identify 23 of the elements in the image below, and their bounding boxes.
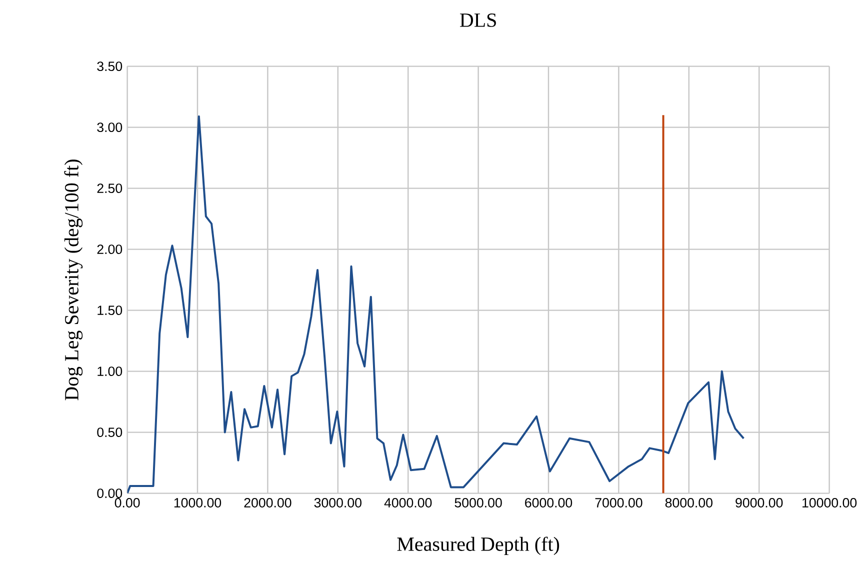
x-tick-label: 8000.00 [665, 498, 712, 508]
x-tick-label: 3000.00 [314, 498, 362, 508]
y-tick-label: 2.50 [97, 184, 122, 194]
x-tick-label: 5000.00 [454, 498, 502, 508]
x-tick-label: 7000.00 [595, 498, 642, 508]
y-axis-title: Dog Leg Severity (deg/100 ft) [64, 160, 83, 400]
chart-title: DLS [460, 14, 496, 27]
line-series [127, 115, 745, 494]
y-tick-label: 3.00 [97, 122, 122, 132]
x-tick-label: 0.00 [114, 498, 140, 508]
y-tick-label: 0.00 [97, 488, 122, 498]
y-tick-label: 1.00 [98, 366, 122, 376]
x-axis-title: Measured Depth (ft) [397, 536, 560, 556]
x-tick-label: 1000.00 [174, 498, 222, 508]
x-tick-label: 10000.00 [802, 498, 857, 508]
x-tick-label: 9000.00 [736, 498, 783, 508]
x-tick-label: 4000.00 [384, 498, 432, 508]
x-tick-label: 2000.00 [244, 498, 292, 508]
y-tick-label: 2.00 [97, 244, 122, 254]
y-tick-label: 1.50 [98, 306, 122, 316]
x-tick-label: 6000.00 [525, 498, 572, 508]
y-tick-label: 0.50 [97, 428, 122, 438]
y-tick-label: 3.50 [97, 62, 122, 72]
